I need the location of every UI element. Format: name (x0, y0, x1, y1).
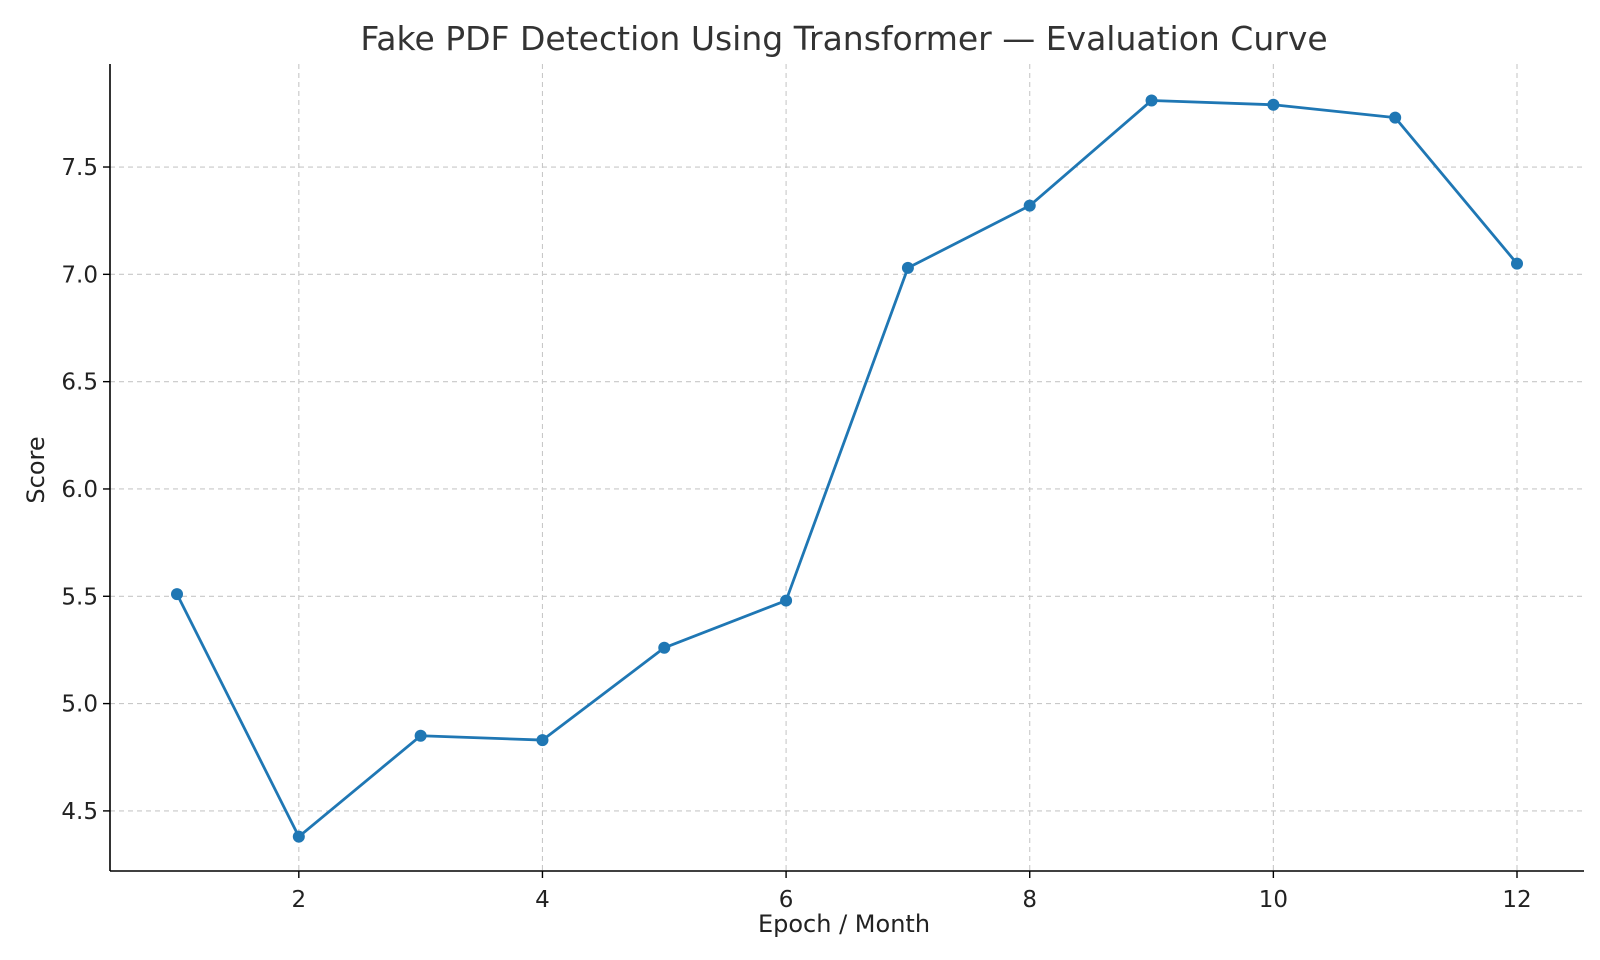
axes (109, 64, 1584, 872)
x-tick-label-5: 12 (1502, 887, 1531, 913)
data-point-6 (901, 261, 914, 274)
series-group (171, 94, 1523, 843)
y-tick-label-4: 6.5 (61, 370, 98, 396)
data-point-4 (658, 641, 671, 654)
y-tick-label-0: 4.5 (61, 799, 98, 825)
data-point-5 (780, 594, 793, 607)
data-point-2 (414, 729, 427, 742)
data-point-9 (1267, 98, 1280, 111)
y-tick-label-3: 6.0 (61, 477, 98, 503)
data-point-11 (1511, 257, 1523, 270)
y-axis-label: Score (22, 436, 50, 503)
data-point-8 (1145, 94, 1158, 107)
x-tick-label-2: 6 (779, 887, 794, 913)
ticks: 2 4 6 8 10 12 4.5 5.0 5.5 6.0 6.5 7.0 7.5 (61, 155, 1531, 913)
grid (110, 64, 1584, 871)
y-tick-label-6: 7.5 (61, 155, 98, 181)
x-tick-label-4: 10 (1259, 887, 1288, 913)
series-line-0 (175, 99, 1519, 839)
x-tick-label-1: 4 (535, 887, 550, 913)
data-point-0 (171, 588, 183, 601)
y-tick-label-1: 5.0 (61, 692, 98, 718)
chart-title: Fake PDF Detection Using Transformer — E… (360, 19, 1327, 58)
y-tick-label-2: 5.5 (61, 584, 98, 610)
x-tick-label-3: 8 (1022, 887, 1037, 913)
x-tick-label-0: 2 (291, 887, 306, 913)
y-tick-label-5: 7.0 (61, 262, 98, 288)
x-axis-label: Epoch / Month (758, 910, 930, 938)
data-point-7 (1023, 199, 1036, 212)
data-point-1 (292, 830, 305, 843)
data-point-10 (1389, 111, 1402, 124)
data-point-3 (536, 734, 549, 747)
